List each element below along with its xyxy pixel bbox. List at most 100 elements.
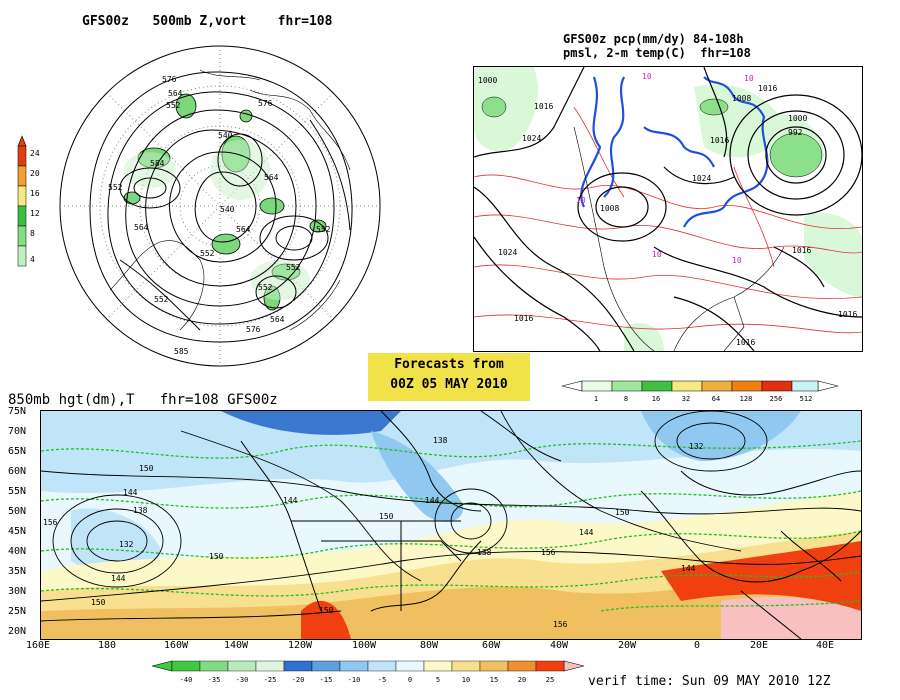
lat-label: 20N [8, 626, 27, 637]
lat-label: 50N [8, 506, 27, 517]
temp-legend-label: 25 [546, 676, 554, 684]
vort-legend-label: 4 [30, 255, 35, 264]
lat-label: 25N [8, 606, 27, 617]
precip-legend: 1 8 16 32 64 128 256 512 [560, 380, 840, 406]
polar-map-svg: 576 564 552 540 584 552 540 564 552 552 … [59, 45, 381, 367]
height-label: 144 [111, 574, 126, 583]
forecast-info-box: Forecasts from 00Z 05 MAY 2010 [368, 353, 530, 401]
precip-map-svg: 1000 1016 1024 1008 1016 1024 1016 1000 … [474, 67, 862, 351]
polar-contour-label: 576 [162, 75, 177, 84]
vort-legend: 24 20 16 12 8 4 [14, 134, 54, 270]
temp-legend-label: -40 [180, 676, 193, 684]
polar-contour-label: 552 [154, 295, 169, 304]
height-label: 150 [209, 552, 224, 561]
polar-contour-label: 540 [218, 131, 233, 140]
lon-label: 180 [98, 640, 117, 651]
polar-contour-label: 564 [236, 225, 251, 234]
lat-label: 30N [8, 586, 27, 597]
height-label: 138 [477, 548, 492, 557]
height-label: 150 [91, 598, 106, 607]
lat-label: 75N [8, 406, 27, 417]
lon-label: 60W [482, 640, 501, 651]
vort-legend-label: 12 [30, 209, 40, 218]
temp-legend-label: 5 [436, 676, 440, 684]
polar-panel-title: GFS00z 500mb Z,vort fhr=108 [82, 14, 333, 29]
temp-legend-label: 20 [518, 676, 526, 684]
polar-contour-label: 552 [316, 225, 331, 234]
lon-label: 100W [352, 640, 377, 651]
height-label: 156 [43, 518, 58, 527]
lat-label: 65N [8, 446, 27, 457]
temp-legend-svg: -40 -35 -30 -25 -20 -15 -10 -5 0 5 10 15… [151, 660, 585, 684]
isobar-label: 1016 [710, 136, 729, 145]
vort-legend-svg: 24 20 16 12 8 4 [17, 135, 40, 267]
isobar-label: 1024 [692, 174, 711, 183]
height-label: 150 [319, 606, 334, 615]
polar-500mb-map: 576 564 552 540 584 552 540 564 552 552 … [50, 30, 390, 382]
precip-legend-label: 128 [740, 395, 753, 403]
height-label: 150 [615, 508, 630, 517]
lon-label: 20E [750, 640, 769, 651]
isobar-label: 1016 [838, 310, 857, 319]
polar-contour-label: 552 [108, 183, 123, 192]
polar-contour-label: 552 [258, 283, 273, 292]
temp-legend-label: -25 [264, 676, 277, 684]
lat-label: 60N [8, 466, 27, 477]
precip-pmsl-map: 1000 1016 1024 1008 1016 1024 1016 1000 … [473, 66, 863, 352]
precip-legend-label: 256 [770, 395, 783, 403]
lon-label: 140W [224, 640, 249, 651]
polar-contour-label: 585 [174, 347, 189, 356]
precip-title-line2: pmsl, 2-m temp(C) fhr=108 [563, 46, 751, 60]
temp-contour-label: 10 [744, 74, 754, 83]
temp-legend-label: 0 [408, 676, 412, 684]
isobar-label: 1000 [788, 114, 807, 123]
lon-axis: 160E 180 160W 140W 120W 100W 80W 60W 40W… [20, 640, 880, 654]
isobar-label: 1016 [792, 246, 811, 255]
precip-legend-label: 512 [800, 395, 813, 403]
panel-850-title: 850mb hgt(dm),T fhr=108 GFS00z [8, 392, 278, 408]
temp-legend-label: -35 [208, 676, 221, 684]
height-label: 144 [283, 496, 298, 505]
isobar-label: 1008 [732, 94, 751, 103]
height-label: 132 [689, 442, 704, 451]
temp-legend-label: -15 [320, 676, 333, 684]
lon-label: 40W [550, 640, 569, 651]
polar-contour-label: 576 [246, 325, 261, 334]
height-label: 138 [133, 506, 148, 515]
vort-legend-label: 20 [30, 169, 40, 178]
polar-contour-label: 552 [166, 101, 181, 110]
height-label: 150 [379, 512, 394, 521]
isobar-label: 1024 [522, 134, 541, 143]
lon-label: 0 [694, 640, 701, 651]
temp-legend-label: 10 [462, 676, 470, 684]
isobar-label: 1016 [534, 102, 553, 111]
isobar-label: 1016 [514, 314, 533, 323]
temp-contour-label: 10 [652, 250, 662, 259]
precip-legend-label: 16 [652, 395, 660, 403]
lat-axis: 75N 70N 65N 60N 55N 50N 45N 40N 35N 30N … [8, 406, 40, 642]
isobar-label: 1024 [498, 248, 517, 257]
forecast-line1: Forecasts from [394, 357, 504, 372]
polar-contour-label: 552 [286, 263, 301, 272]
lon-label: 120W [288, 640, 313, 651]
lat-label: 55N [8, 486, 27, 497]
map-850mb: 150 144 138 132 144 150 156 144 138 132 … [40, 410, 862, 640]
height-label: 150 [139, 464, 154, 473]
lon-label: 160E [26, 640, 51, 651]
vort-legend-label: 16 [30, 189, 40, 198]
temp-legend-label: -20 [292, 676, 305, 684]
temp-contour-label: 10 [732, 256, 742, 265]
temp-legend-label: 15 [490, 676, 498, 684]
precip-title-line1: GFS00z pcp(mm/dy) 84-108h [563, 32, 744, 46]
height-label: 138 [433, 436, 448, 445]
precip-legend-label: 32 [682, 395, 690, 403]
isobar-label: 1000 [478, 76, 497, 85]
lon-label: 160W [164, 640, 189, 651]
temp-contour-label: 10 [576, 196, 586, 205]
precip-legend-svg: 1 8 16 32 64 128 256 512 [561, 380, 839, 403]
vort-legend-label: 24 [30, 149, 40, 158]
height-label: 144 [681, 564, 696, 573]
temp-legend-label: -30 [236, 676, 249, 684]
vort-legend-label: 8 [30, 229, 35, 238]
lat-label: 70N [8, 426, 27, 437]
